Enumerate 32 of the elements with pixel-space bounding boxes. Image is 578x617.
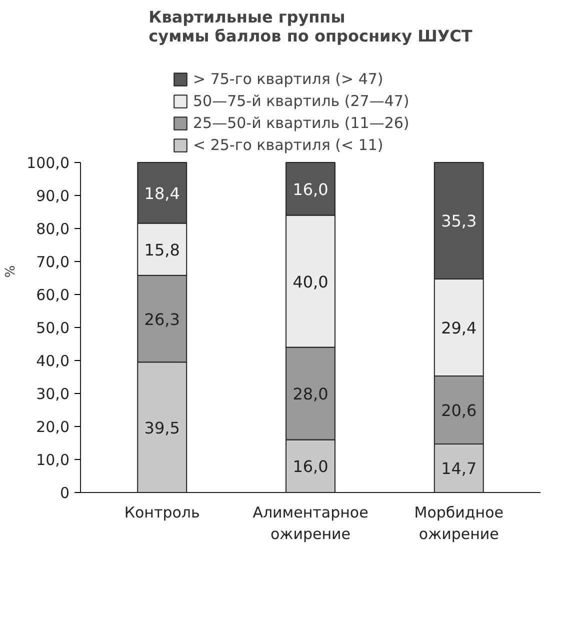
chart-title: Квартильные группы суммы баллов по опроснику ШУСТ (148, 8, 472, 46)
y-tick-label: 0 (60, 484, 70, 502)
data-label: 18,4 (144, 184, 180, 203)
data-label: 35,3 (441, 212, 477, 231)
data-label: 16,0 (292, 180, 328, 199)
y-tick-label: 60,0 (36, 286, 70, 304)
legend-label: 50—75-й квартиль (27—47) (193, 92, 410, 110)
y-tick-label: 70,0 (36, 253, 70, 271)
y-tick-label: 90,0 (36, 187, 70, 205)
data-label: 16,0 (292, 457, 328, 476)
y-tick-label: 10,0 (36, 451, 70, 469)
x-tick-label: Морбидное ожирение (414, 504, 504, 544)
legend-label: 25—50-й квартиль (11—26) (193, 114, 410, 132)
y-tick-label: 20,0 (36, 418, 70, 436)
data-label: 15,8 (144, 240, 180, 260)
y-tick-label: 80,0 (36, 220, 70, 238)
data-label: 20,6 (441, 401, 477, 420)
y-axis-title: % (4, 265, 19, 278)
y-tick-label: 30,0 (36, 385, 70, 403)
x-tick-label: Алиментарное ожирение (252, 504, 368, 544)
y-tick-label: 50,0 (36, 319, 70, 337)
data-label: 14,7 (441, 459, 477, 478)
data-label: 39,5 (144, 418, 180, 438)
data-label: 29,4 (441, 318, 477, 338)
y-tick-label: 40,0 (36, 352, 70, 370)
legend-label: < 25-го квартиля (< 11) (193, 136, 384, 154)
data-label: 26,3 (144, 310, 180, 329)
x-tick-label: Контроль (124, 504, 200, 522)
data-label: 40,0 (292, 272, 328, 292)
data-label: 28,0 (292, 384, 328, 404)
legend-label: > 75-го квартиля (> 47) (193, 70, 384, 88)
y-tick-label: 100,0 (26, 154, 70, 172)
